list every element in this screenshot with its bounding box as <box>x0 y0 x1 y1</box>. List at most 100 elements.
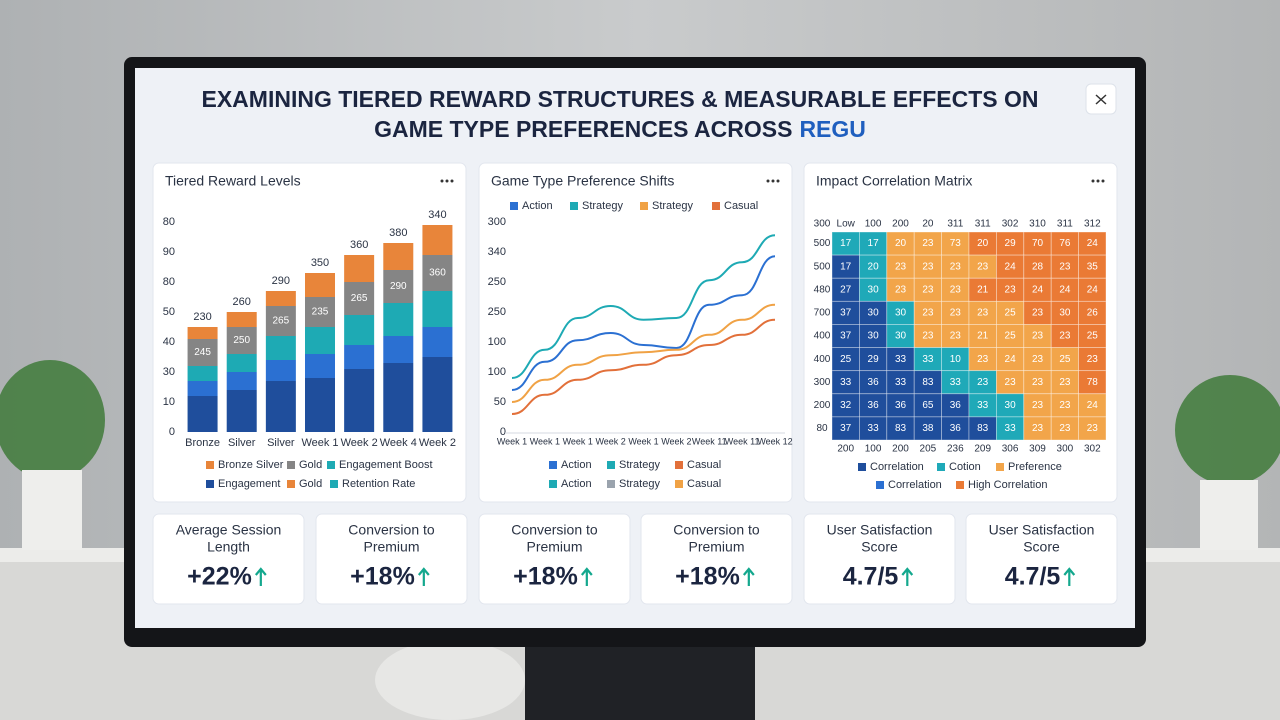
total-label: 360 <box>350 239 368 251</box>
bar-segment <box>305 354 335 378</box>
cell-label: 36 <box>868 400 880 411</box>
cell-label: 35 <box>1087 261 1099 272</box>
cell-label: 20 <box>977 238 989 249</box>
y-tick-label: 100 <box>488 366 506 378</box>
cell-label: 83 <box>895 423 907 434</box>
bar-segment <box>187 396 218 432</box>
legend-label: Casual <box>687 459 721 471</box>
cell-label: 23 <box>1005 284 1017 295</box>
menu-dot <box>450 179 454 183</box>
cell-label: 37 <box>840 423 852 434</box>
segment-label: 245 <box>194 347 211 358</box>
legend-label: High Correlation <box>968 479 1047 491</box>
cell-label: 23 <box>1032 354 1044 365</box>
y-tick-label: 0 <box>500 426 506 438</box>
cell-label: 25 <box>1059 354 1071 365</box>
kpi-value: 4.7/5 <box>843 563 899 591</box>
column-label: 100 <box>865 219 882 230</box>
corner-label: 300 <box>814 219 831 230</box>
cell-label: 33 <box>868 423 880 434</box>
bar-segment <box>383 303 414 336</box>
kpi-label: Average Session <box>176 522 282 538</box>
x-tick-label: Week 11 <box>725 436 760 446</box>
series-line <box>511 255 776 391</box>
legend-label: Gold <box>299 478 322 490</box>
y-tick-label: 90 <box>163 246 175 258</box>
legend-swatch <box>996 463 1004 471</box>
segment-label: 250 <box>233 335 250 346</box>
menu-dot <box>776 179 780 183</box>
bar-segment <box>265 306 296 336</box>
cell-label: 36 <box>895 400 907 411</box>
cell-label: 24 <box>1087 284 1099 295</box>
cell-label: 36 <box>868 377 880 388</box>
segment-label: 265 <box>273 316 290 327</box>
cell-label: 78 <box>1087 377 1099 388</box>
cell-label: 24 <box>1032 284 1044 295</box>
menu-dot <box>771 179 775 183</box>
menu-dot <box>1101 179 1105 183</box>
bar-segment <box>305 273 335 297</box>
kpi-card <box>315 513 468 605</box>
legend-label: Action <box>522 200 553 212</box>
bar-segment <box>383 363 414 432</box>
total-label: 260 <box>233 296 251 308</box>
legend-label: Action <box>561 459 592 471</box>
legend-swatch <box>712 202 720 210</box>
cell-label: 20 <box>868 261 880 272</box>
cell-label: 23 <box>1059 331 1071 342</box>
cell-label: 29 <box>868 354 880 365</box>
row-label: 700 <box>814 308 831 319</box>
pot <box>1200 480 1258 550</box>
cell-label: 73 <box>950 238 962 249</box>
y-tick-label: 30 <box>163 366 175 378</box>
cell-label: 23 <box>1059 261 1071 272</box>
cell-label: 36 <box>950 400 962 411</box>
legend-swatch <box>206 480 214 488</box>
bar-segment <box>265 360 296 381</box>
bar-segment <box>422 291 453 327</box>
y-tick-label: 300 <box>488 216 506 228</box>
menu-dot <box>440 179 444 183</box>
trend-arrow <box>901 567 914 586</box>
cell-label: 33 <box>977 400 989 411</box>
monitor-stand <box>525 640 755 720</box>
cell-label: 33 <box>950 377 962 388</box>
segment-label: 235 <box>312 307 329 318</box>
cell-label: 29 <box>1005 238 1017 249</box>
cell-label: 23 <box>1032 308 1044 319</box>
legend-swatch <box>640 202 648 210</box>
cell-label: 23 <box>922 261 934 272</box>
cell-label: 25 <box>840 354 852 365</box>
row-label: 200 <box>814 400 831 411</box>
cell-label: 83 <box>922 377 934 388</box>
kpi-label: User Satisfaction <box>827 522 933 538</box>
legend-swatch <box>327 461 335 469</box>
cell-label: 10 <box>950 354 962 365</box>
cell-label: 33 <box>895 354 907 365</box>
bar-segment <box>383 243 414 270</box>
menu-dot <box>445 179 449 183</box>
cell-label: 23 <box>1032 423 1044 434</box>
x-tick-label: Week 1 <box>497 436 527 446</box>
bottom-label: 209 <box>974 444 991 455</box>
y-tick-label: 340 <box>488 246 506 258</box>
cell-label: 24 <box>1005 261 1017 272</box>
legend-label: Strategy <box>582 200 623 212</box>
cell-label: 20 <box>895 238 907 249</box>
cell-label: 23 <box>977 261 989 272</box>
x-tick-label: Week 12 <box>757 436 792 446</box>
cell-label: 23 <box>1032 400 1044 411</box>
series-line <box>511 234 776 379</box>
legend-label: Correlation <box>888 479 942 491</box>
legend-label: Action <box>561 478 592 490</box>
x-tick-label: Week 1 <box>301 437 338 449</box>
cell-label: 26 <box>1087 308 1099 319</box>
bar-segment <box>422 225 453 255</box>
column-label: Low <box>837 219 856 230</box>
plant <box>1175 375 1280 485</box>
legend-swatch <box>607 480 615 488</box>
cell-label: 23 <box>977 354 989 365</box>
total-label: 380 <box>389 227 407 239</box>
chair <box>375 640 525 720</box>
